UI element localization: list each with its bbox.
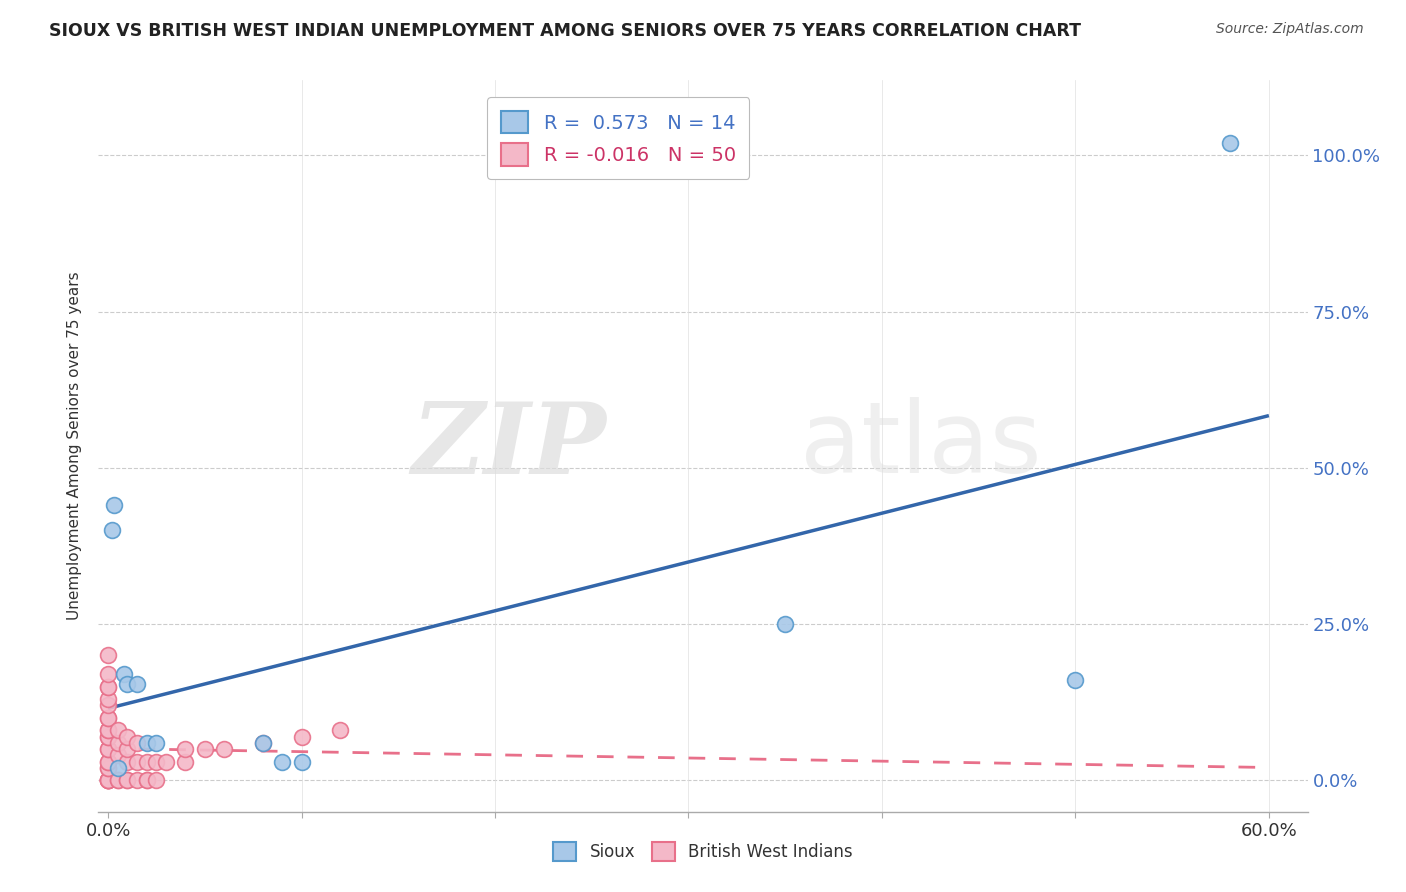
Point <box>97 723 120 738</box>
Point <box>135 773 157 788</box>
Point <box>252 736 274 750</box>
Point <box>194 742 217 756</box>
Point <box>97 761 120 775</box>
Point <box>107 761 129 775</box>
Point <box>127 755 149 769</box>
Point <box>97 742 120 756</box>
Point <box>117 773 139 788</box>
Point <box>107 773 129 788</box>
Point <box>97 680 120 694</box>
Point <box>212 742 235 756</box>
Legend: R =  0.573   N = 14, R = -0.016   N = 50: R = 0.573 N = 14, R = -0.016 N = 50 <box>488 97 749 179</box>
Point <box>97 667 120 681</box>
Text: ZIP: ZIP <box>412 398 606 494</box>
Point <box>174 742 197 756</box>
Point <box>135 773 157 788</box>
Point <box>103 499 125 513</box>
Point <box>97 711 120 725</box>
Point <box>145 755 167 769</box>
Point <box>127 773 149 788</box>
Point <box>97 773 120 788</box>
Point <box>97 698 120 713</box>
Point <box>97 723 120 738</box>
Point <box>97 692 120 706</box>
Point <box>107 723 129 738</box>
Point <box>135 736 157 750</box>
Point <box>329 723 352 738</box>
Point <box>290 755 312 769</box>
Point <box>117 773 139 788</box>
Point <box>155 755 177 769</box>
Point <box>97 680 120 694</box>
Point <box>117 755 139 769</box>
Point <box>135 755 157 769</box>
Point <box>145 773 167 788</box>
Point <box>97 773 120 788</box>
Point <box>97 755 120 769</box>
Point <box>145 736 167 750</box>
Point <box>107 773 129 788</box>
Point <box>97 773 120 788</box>
Point <box>97 773 120 788</box>
Point <box>117 730 139 744</box>
Point <box>117 742 139 756</box>
Point <box>773 617 796 632</box>
Point <box>112 667 135 681</box>
Point <box>271 755 294 769</box>
Point <box>97 773 120 788</box>
Y-axis label: Unemployment Among Seniors over 75 years: Unemployment Among Seniors over 75 years <box>67 272 83 620</box>
Point <box>97 773 120 788</box>
Point <box>127 676 149 690</box>
Point <box>1219 136 1241 150</box>
Point <box>127 736 149 750</box>
Text: Source: ZipAtlas.com: Source: ZipAtlas.com <box>1216 22 1364 37</box>
Point <box>97 730 120 744</box>
Point <box>252 736 274 750</box>
Point <box>101 524 124 538</box>
Point <box>97 648 120 663</box>
Point <box>97 730 120 744</box>
Point <box>97 761 120 775</box>
Point <box>97 755 120 769</box>
Point <box>1064 673 1087 688</box>
Point <box>107 748 129 763</box>
Point <box>97 742 120 756</box>
Point <box>107 736 129 750</box>
Point <box>97 711 120 725</box>
Text: SIOUX VS BRITISH WEST INDIAN UNEMPLOYMENT AMONG SENIORS OVER 75 YEARS CORRELATIO: SIOUX VS BRITISH WEST INDIAN UNEMPLOYMEN… <box>49 22 1081 40</box>
Point <box>290 730 312 744</box>
Point <box>174 755 197 769</box>
Text: atlas: atlas <box>800 398 1042 494</box>
Legend: Sioux, British West Indians: Sioux, British West Indians <box>546 835 860 868</box>
Point <box>117 676 139 690</box>
